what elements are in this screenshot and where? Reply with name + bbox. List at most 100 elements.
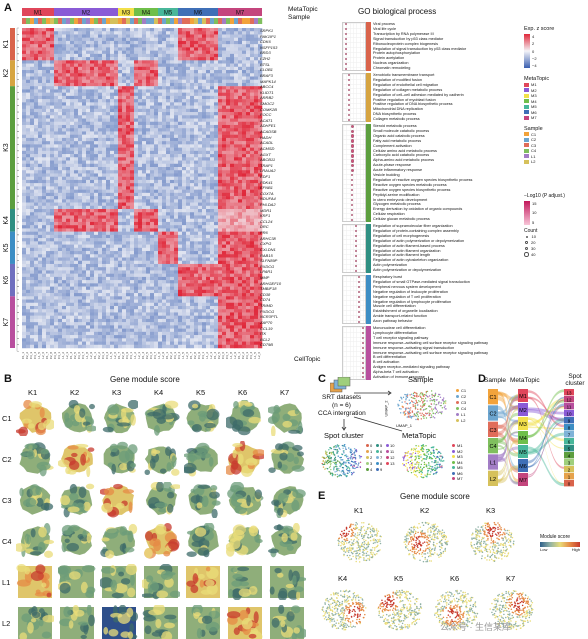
heat-cell — [114, 225, 119, 229]
sample-band-cell — [82, 18, 87, 24]
heat-cell — [142, 176, 147, 181]
heat-cell — [106, 31, 111, 35]
heat-cell — [110, 270, 115, 274]
heat-cell — [146, 234, 151, 239]
heat-cell — [78, 144, 83, 148]
heat-cell — [94, 247, 99, 252]
heat-cell — [90, 31, 95, 35]
heat-cell — [46, 89, 51, 93]
heat-cell — [234, 173, 239, 177]
heat-cell — [130, 254, 135, 258]
heat-cell — [190, 60, 195, 64]
heat-cell — [34, 276, 39, 281]
heat-cell — [142, 134, 147, 139]
heat-cell — [38, 166, 43, 171]
heat-cell — [66, 221, 71, 226]
heat-cell — [158, 89, 163, 93]
heat-cell — [78, 141, 83, 145]
heat-cell — [214, 76, 219, 80]
heat-cell — [174, 183, 179, 187]
heat-cell — [246, 121, 251, 126]
heat-cell — [162, 150, 167, 155]
heat-cell — [238, 121, 243, 126]
heat-cell — [34, 147, 39, 152]
heat-cell — [254, 131, 259, 135]
heat-cell — [134, 212, 139, 216]
heat-cell — [190, 53, 195, 58]
heat-cell — [174, 79, 179, 84]
heat-cell — [250, 66, 255, 71]
heat-cell — [70, 57, 75, 61]
heat-cell — [130, 176, 135, 181]
sample-band-cell — [130, 18, 135, 24]
heat-cell — [178, 273, 183, 278]
heat-cell — [142, 254, 147, 258]
heat-cell — [54, 228, 59, 232]
heat-cell — [142, 183, 147, 187]
heat-cell — [54, 82, 59, 87]
heat-cell — [42, 99, 47, 103]
heat-cell — [62, 289, 67, 294]
heat-cell — [242, 254, 247, 258]
heat-cell — [194, 247, 199, 252]
heat-cell — [78, 34, 83, 38]
heat-cell — [250, 108, 255, 113]
heat-cell — [22, 141, 27, 145]
heat-cell — [154, 147, 159, 152]
heat-cell — [34, 231, 39, 236]
heat-cell — [138, 73, 143, 77]
heat-cell — [210, 99, 215, 103]
heat-cell — [234, 218, 239, 223]
heat-cell — [130, 76, 135, 80]
heat-cell — [98, 141, 103, 145]
heat-cell — [102, 95, 107, 100]
heat-cell — [110, 192, 115, 197]
heat-cell — [194, 273, 199, 278]
heat-cell — [210, 160, 215, 165]
heat-cell — [34, 105, 39, 110]
heat-cell — [38, 31, 43, 35]
heat-cell — [134, 263, 139, 268]
heat-cell — [150, 124, 155, 129]
heat-cell — [254, 105, 259, 110]
heat-cell — [218, 196, 223, 200]
heat-cell — [50, 231, 55, 236]
heat-cell — [46, 70, 51, 74]
heat-cell — [162, 209, 167, 213]
heat-cell — [182, 273, 187, 278]
heat-cell — [226, 92, 231, 97]
heat-cell — [110, 196, 115, 200]
heat-cell — [210, 131, 215, 135]
heat-cell — [206, 179, 211, 184]
heat-cell — [242, 105, 247, 110]
heat-cell — [94, 76, 99, 80]
heat-cell — [186, 221, 191, 226]
heat-cell — [130, 166, 135, 171]
heat-cell — [50, 154, 55, 158]
heat-cell — [234, 186, 239, 190]
heat-cell — [122, 44, 127, 48]
heat-cell — [222, 37, 227, 42]
heat-cell — [162, 31, 167, 35]
heat-cell — [258, 170, 263, 174]
heat-cell — [58, 267, 63, 271]
heat-cell — [194, 270, 199, 274]
heat-cell — [150, 102, 155, 106]
heat-cell — [26, 166, 31, 171]
heat-cell — [214, 63, 219, 68]
heat-cell — [122, 76, 127, 80]
heat-cell — [150, 241, 155, 245]
heat-cell — [182, 241, 187, 245]
heat-cell — [98, 189, 103, 194]
heat-cell — [126, 189, 131, 194]
heat-cell — [166, 53, 171, 58]
heat-cell — [166, 50, 171, 55]
heat-cell — [46, 118, 51, 122]
heat-cell — [258, 241, 263, 245]
heat-cell — [146, 108, 151, 113]
heat-cell — [186, 99, 191, 103]
heat-cell — [190, 225, 195, 229]
heat-cell — [142, 31, 147, 35]
heat-cell — [130, 186, 135, 190]
heat-cell — [238, 37, 243, 42]
